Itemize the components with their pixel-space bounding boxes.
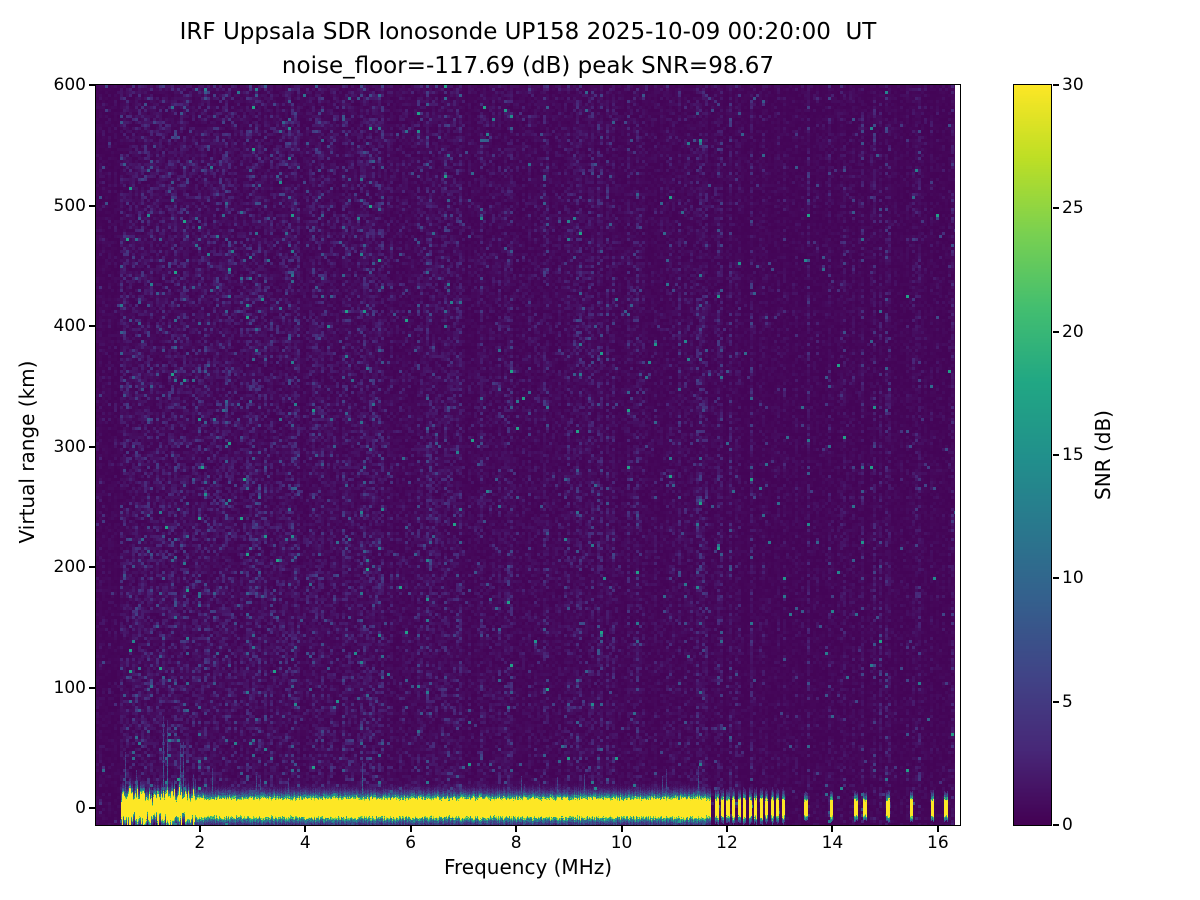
colorbar-tick-mark — [1053, 330, 1059, 333]
colorbar-tick-label: 30 — [1062, 75, 1084, 95]
x-tick-label: 12 — [716, 833, 738, 853]
y-tick-mark — [89, 566, 95, 569]
y-tick-label: 100 — [53, 677, 86, 698]
y-tick-mark — [89, 204, 95, 207]
colorbar-gradient-canvas — [1014, 85, 1051, 825]
x-tick-mark — [198, 826, 201, 832]
y-tick-label: 0 — [75, 798, 86, 819]
y-tick-mark — [89, 445, 95, 448]
colorbar-tick-mark — [1053, 824, 1059, 826]
y-tick-label: 200 — [53, 557, 86, 578]
x-tick-mark — [936, 826, 939, 832]
colorbar-tick-mark — [1053, 577, 1059, 580]
y-tick-label: 600 — [53, 75, 86, 95]
colorbar-tick-mark — [1053, 207, 1059, 210]
y-tick-mark — [89, 325, 95, 328]
chart-subtitle: noise_floor=-117.69 (dB) peak SNR=98.67 — [281, 53, 775, 79]
x-tick-label: 14 — [821, 833, 844, 853]
x-tick-label: 6 — [405, 833, 417, 853]
chart-title: IRF Uppsala SDR Ionosonde UP158 2025-10-… — [179, 19, 877, 45]
colorbar-label: SNR (dB) — [1091, 410, 1115, 500]
x-tick-label: 4 — [299, 833, 311, 853]
colorbar-tick-mark — [1053, 454, 1059, 456]
x-tick-mark — [409, 826, 412, 832]
y-tick-label: 300 — [53, 436, 86, 457]
y-tick-mark — [89, 807, 95, 810]
colorbar-tick-label: 10 — [1062, 568, 1084, 589]
colorbar-tick-label: 0 — [1062, 815, 1073, 835]
colorbar-tick-label: 15 — [1062, 445, 1084, 465]
y-tick-mark — [89, 84, 95, 86]
x-tick-mark — [725, 826, 728, 832]
x-axis-label: Frequency (MHz) — [443, 855, 613, 879]
colorbar-tick-label: 25 — [1062, 198, 1084, 219]
x-tick-mark — [620, 826, 623, 832]
ionogram-heatmap-canvas — [96, 85, 960, 825]
colorbar-tick-mark — [1053, 700, 1059, 703]
y-tick-label: 400 — [53, 316, 86, 337]
colorbar-tick-mark — [1053, 84, 1059, 86]
x-tick-label: 2 — [194, 833, 206, 853]
x-tick-mark — [304, 826, 307, 832]
y-tick-mark — [89, 686, 95, 689]
y-tick-label: 500 — [53, 195, 86, 216]
x-tick-label: 10 — [610, 833, 633, 853]
colorbar-tick-label: 5 — [1062, 691, 1073, 712]
x-tick-label: 8 — [510, 833, 522, 853]
x-tick-label: 16 — [927, 833, 949, 853]
x-tick-mark — [831, 826, 834, 832]
colorbar-tick-label: 20 — [1062, 321, 1084, 342]
x-tick-mark — [515, 826, 518, 832]
